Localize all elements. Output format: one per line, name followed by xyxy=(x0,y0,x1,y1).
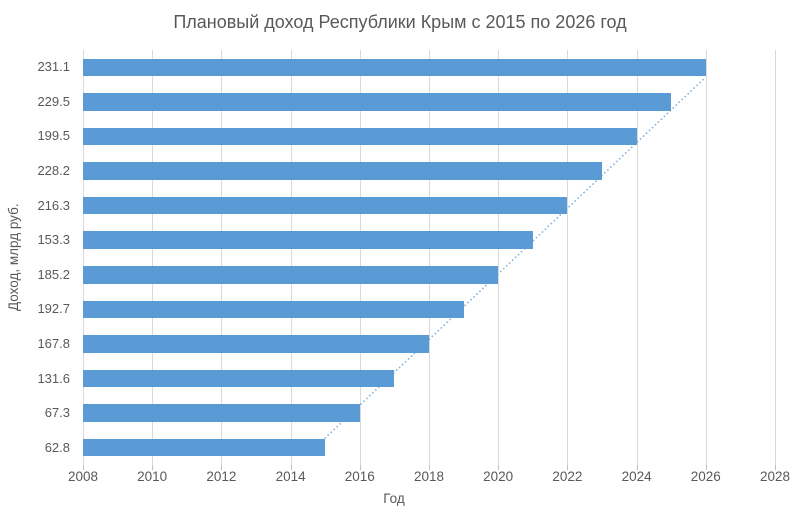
axis-tick xyxy=(498,465,500,470)
x-tick-label: 2008 xyxy=(67,469,99,484)
y-tick-label: 131.6 xyxy=(37,370,70,386)
bar xyxy=(83,196,568,215)
bar xyxy=(83,93,672,111)
gridline xyxy=(775,50,776,465)
y-tick-label: 67.3 xyxy=(44,405,70,421)
y-tick-label: 192.7 xyxy=(37,301,70,317)
gridline xyxy=(152,50,154,465)
gridline xyxy=(290,50,292,465)
chart-title: Плановый доход Республики Крым с 2015 по… xyxy=(173,12,627,32)
gridline xyxy=(359,50,361,465)
y-axis-title: Доход, млрд руб. xyxy=(6,203,21,312)
x-tick-label: 2028 xyxy=(759,469,791,484)
x-tick-label: 2016 xyxy=(344,469,375,484)
bar xyxy=(83,300,464,319)
bar xyxy=(83,438,326,457)
gridline xyxy=(221,50,223,465)
y-tick-label: 62.8 xyxy=(44,439,70,455)
y-tick-label: 229.5 xyxy=(37,93,70,109)
trendline xyxy=(324,76,707,439)
axis-tick xyxy=(359,465,361,470)
bar xyxy=(83,404,360,422)
y-tick-label: 167.8 xyxy=(37,335,70,351)
x-tick-label: 2022 xyxy=(552,469,583,484)
y-tick-label: 216.3 xyxy=(37,197,70,213)
gridline xyxy=(83,50,84,465)
axis-tick xyxy=(775,465,776,470)
axis-tick xyxy=(567,465,569,470)
bar xyxy=(83,266,499,284)
y-tick-label: 153.3 xyxy=(37,232,70,248)
bar xyxy=(83,162,602,180)
y-tick-label: 199.5 xyxy=(37,128,70,144)
x-tick-label: 2020 xyxy=(483,469,514,484)
x-tick-label: 2024 xyxy=(621,469,652,484)
plot-area xyxy=(83,50,776,465)
bar xyxy=(83,231,533,249)
x-tick-label: 2014 xyxy=(275,469,306,484)
y-tick-label: 231.1 xyxy=(37,59,70,75)
y-tick-label: 228.2 xyxy=(37,163,70,179)
axis-tick xyxy=(290,465,292,470)
gridline xyxy=(498,50,500,465)
axis-tick xyxy=(221,465,223,470)
gridline xyxy=(567,50,569,465)
axis-tick xyxy=(705,465,707,470)
gridline xyxy=(636,50,638,465)
axis-tick xyxy=(152,465,154,470)
gridline xyxy=(429,50,430,465)
axis-tick xyxy=(636,465,638,470)
x-axis-title: Год xyxy=(383,491,405,506)
axis-tick xyxy=(429,465,430,470)
gridline xyxy=(705,50,707,465)
y-tick-label: 185.2 xyxy=(37,266,70,282)
bar xyxy=(83,335,429,353)
trendline-path xyxy=(324,76,707,439)
bar xyxy=(83,58,706,77)
bar xyxy=(83,127,637,146)
axis-tick xyxy=(83,465,84,470)
bar xyxy=(83,369,395,388)
x-tick-label: 2010 xyxy=(137,469,168,484)
x-tick-label: 2018 xyxy=(413,469,445,484)
x-tick-label: 2026 xyxy=(690,469,721,484)
x-tick-label: 2012 xyxy=(206,469,237,484)
